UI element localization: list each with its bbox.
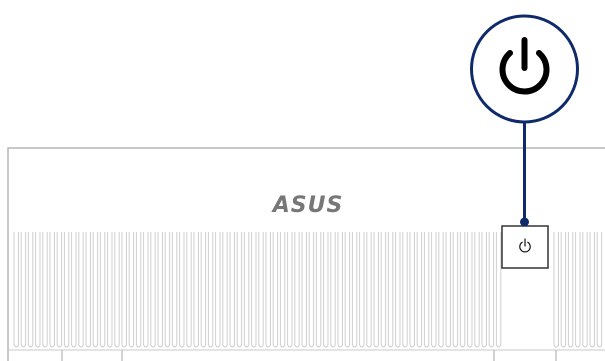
vent-slot: [381, 232, 385, 347]
vent-slot: [79, 232, 83, 347]
vent-slot: [86, 232, 90, 347]
vent-slot: [172, 232, 176, 347]
vent-slot: [223, 232, 227, 347]
vent-slot: [489, 232, 493, 347]
vent-slot: [237, 232, 241, 347]
vent-slot: [352, 232, 356, 347]
vent-slot: [367, 232, 371, 347]
vent-slot: [324, 232, 328, 347]
vent-slot: [115, 232, 119, 347]
vent-slot: [252, 232, 256, 347]
vent-slot: [396, 232, 400, 347]
vent-slot: [216, 232, 220, 347]
vent-slot: [36, 232, 40, 347]
brand-logo: ASUS: [271, 193, 344, 218]
vent-slot: [266, 232, 270, 347]
vent-slot: [403, 232, 407, 347]
vent-slot: [374, 232, 378, 347]
vent-slot: [583, 232, 587, 347]
vent-slot: [446, 232, 450, 347]
vent-slot: [230, 232, 234, 347]
vent-slot: [597, 232, 601, 347]
vent-slot: [100, 232, 104, 347]
vent-slot: [129, 232, 133, 347]
vent-slot: [338, 232, 342, 347]
vent-slot: [590, 232, 594, 347]
vent-slot: [388, 232, 392, 347]
vent-slot: [345, 232, 349, 347]
vent-slot: [417, 232, 421, 347]
vent-slot: [360, 232, 364, 347]
vent-slot: [21, 232, 25, 347]
vent-slot: [122, 232, 126, 347]
vent-slot: [561, 232, 565, 347]
vent-slot: [432, 232, 436, 347]
vent-slot: [194, 232, 198, 347]
vent-slot: [108, 232, 112, 347]
vent-slot: [14, 232, 18, 347]
vent-slot: [165, 232, 169, 347]
vent-slot: [482, 232, 486, 347]
vent-slot: [201, 232, 205, 347]
power-button[interactable]: [502, 226, 548, 268]
vent-slot: [475, 232, 479, 347]
vent-slot: [144, 232, 148, 347]
vent-slot: [43, 232, 47, 347]
vent-slot: [309, 232, 313, 347]
vent-slot: [259, 232, 263, 347]
vent-slot: [554, 232, 558, 347]
vent-slot: [151, 232, 155, 347]
vent-slot: [273, 232, 277, 347]
vent-slot: [93, 232, 97, 347]
vent-slot: [439, 232, 443, 347]
vent-slot: [331, 232, 335, 347]
vent-slot: [28, 232, 32, 347]
vent-slot: [180, 232, 184, 347]
vent-slot: [244, 232, 248, 347]
vent-slot: [576, 232, 580, 347]
vent-slot: [453, 232, 457, 347]
vent-slot: [302, 232, 306, 347]
vent-slot: [187, 232, 191, 347]
vent-slot: [295, 232, 299, 347]
vent-slot: [316, 232, 320, 347]
vent-slot: [64, 232, 68, 347]
vent-slot: [136, 232, 140, 347]
vent-slot: [72, 232, 76, 347]
vent-slot: [460, 232, 464, 347]
vent-slot: [410, 232, 414, 347]
vent-slot: [496, 232, 500, 347]
vent-slot: [50, 232, 54, 347]
vent-slot: [424, 232, 428, 347]
vent-slot: [288, 232, 292, 347]
callout-magnifier: [472, 16, 578, 122]
vent-slot: [208, 232, 212, 347]
device-feet: [62, 350, 556, 361]
vent-slot: [280, 232, 284, 347]
callout-anchor-dot: [520, 218, 529, 227]
vent-slot: [57, 232, 61, 347]
vent-slot: [158, 232, 162, 347]
vent-slot: [468, 232, 472, 347]
vent-slot: [568, 232, 572, 347]
